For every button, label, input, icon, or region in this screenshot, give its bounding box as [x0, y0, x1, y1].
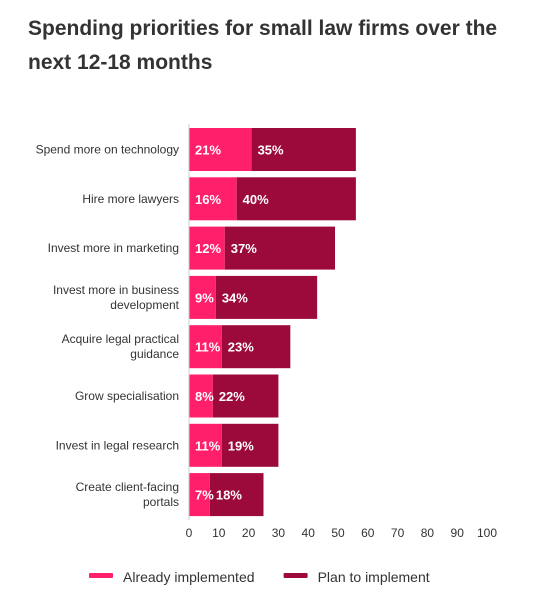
- category-label-hire-more-lawyers: Hire more lawyers: [82, 192, 179, 206]
- bar-already-implemented-acquire-legal-practical-guidance: [189, 325, 222, 369]
- bar-already-implemented-invest-in-legal-research: [189, 423, 222, 467]
- data-label-already-implemented-spend-more-on-technology: 21%: [195, 143, 221, 158]
- data-labels: 21% 35% 16% 40% 12% 37% 9% 34% 11% 23% 8% 22% 11% 19%…: [195, 143, 284, 503]
- x-axis-ticks: 0 10 20 30 40 50 60 70 80 90 100: [186, 526, 498, 540]
- category-label-invest-more-in-business-development: Invest more in business development: [53, 283, 180, 312]
- legend-label-already-implemented: Already implemented: [123, 569, 255, 585]
- bar-already-implemented-invest-more-in-marketing: [189, 226, 225, 270]
- bar-plan-to-implement-invest-more-in-marketing: [224, 226, 336, 270]
- bar-already-implemented-create-client-facing-portals: [189, 473, 210, 517]
- data-label-plan-to-implement-hire-more-lawyers: 40%: [243, 192, 269, 207]
- data-label-already-implemented-invest-in-legal-research: 11%: [195, 438, 221, 453]
- bar-already-implemented-spend-more-on-technology: [189, 128, 252, 171]
- bar-plan-to-implement-grow-specialisation: [212, 374, 279, 418]
- x-tick-label-80: 80: [421, 526, 435, 540]
- chart-title: Spending priorities for small law firms …: [28, 17, 498, 74]
- bars: [189, 128, 356, 517]
- data-label-already-implemented-invest-more-in-business-development: 9%: [195, 290, 214, 305]
- data-label-plan-to-implement-invest-more-in-business-development: 34%: [222, 290, 248, 305]
- bar-plan-to-implement-spend-more-on-technology: [251, 128, 356, 171]
- x-tick-label-100: 100: [477, 526, 497, 540]
- x-tick-label-10: 10: [212, 526, 226, 540]
- bar-already-implemented-hire-more-lawyers: [189, 177, 237, 221]
- bar-plan-to-implement-create-client-facing-portals: [209, 473, 264, 517]
- bar-plan-to-implement-invest-in-legal-research: [221, 423, 279, 467]
- legend-label-plan-to-implement: Plan to implement: [318, 569, 430, 585]
- category-label-invest-in-legal-research: Invest in legal research: [56, 438, 179, 452]
- x-tick-label-30: 30: [272, 526, 286, 540]
- data-label-plan-to-implement-grow-specialisation: 22%: [219, 389, 245, 404]
- category-label-create-client-facing-portals: Create client-facing portals: [76, 480, 179, 509]
- category-label-grow-specialisation: Grow specialisation: [75, 389, 179, 403]
- data-label-already-implemented-grow-specialisation: 8%: [195, 389, 214, 404]
- x-tick-label-50: 50: [331, 526, 345, 540]
- category-labels: Spend more on technology Hire more lawyer…: [36, 143, 180, 510]
- data-label-plan-to-implement-invest-in-legal-research: 19%: [228, 438, 254, 453]
- data-label-plan-to-implement-create-client-facing-portals: 18%: [216, 488, 242, 503]
- x-tick-label-20: 20: [242, 526, 256, 540]
- legend: Already implemented Plan to implement: [89, 569, 430, 585]
- x-tick-label-70: 70: [391, 526, 405, 540]
- x-tick-label-0: 0: [186, 526, 193, 540]
- data-label-already-implemented-hire-more-lawyers: 16%: [195, 192, 221, 207]
- bar-plan-to-implement-acquire-legal-practical-guidance: [221, 325, 291, 369]
- bar-plan-to-implement-invest-more-in-business-development: [215, 275, 318, 319]
- category-label-invest-more-in-marketing: Invest more in marketing: [48, 241, 179, 255]
- bar-already-implemented-invest-more-in-business-development: [189, 275, 216, 319]
- bar-plan-to-implement-hire-more-lawyers: [236, 177, 356, 221]
- data-label-already-implemented-acquire-legal-practical-guidance: 11%: [195, 340, 221, 355]
- category-label-acquire-legal-practical-guidance: Acquire legal practical guidance: [62, 332, 180, 361]
- x-tick-label-40: 40: [302, 526, 316, 540]
- data-label-plan-to-implement-spend-more-on-technology: 35%: [258, 143, 284, 158]
- x-tick-label-90: 90: [451, 526, 465, 540]
- data-label-plan-to-implement-acquire-legal-practical-guidance: 23%: [228, 340, 254, 355]
- x-tick-label-60: 60: [361, 526, 375, 540]
- data-label-already-implemented-invest-more-in-marketing: 12%: [195, 241, 221, 256]
- data-label-plan-to-implement-invest-more-in-marketing: 37%: [231, 241, 257, 256]
- bar-already-implemented-grow-specialisation: [189, 374, 213, 418]
- legend-swatch-plan-to-implement: [283, 573, 308, 578]
- category-label-spend-more-on-technology: Spend more on technology: [36, 143, 179, 157]
- data-label-already-implemented-create-client-facing-portals: 7%: [195, 488, 214, 503]
- legend-swatch-already-implemented: [89, 573, 113, 578]
